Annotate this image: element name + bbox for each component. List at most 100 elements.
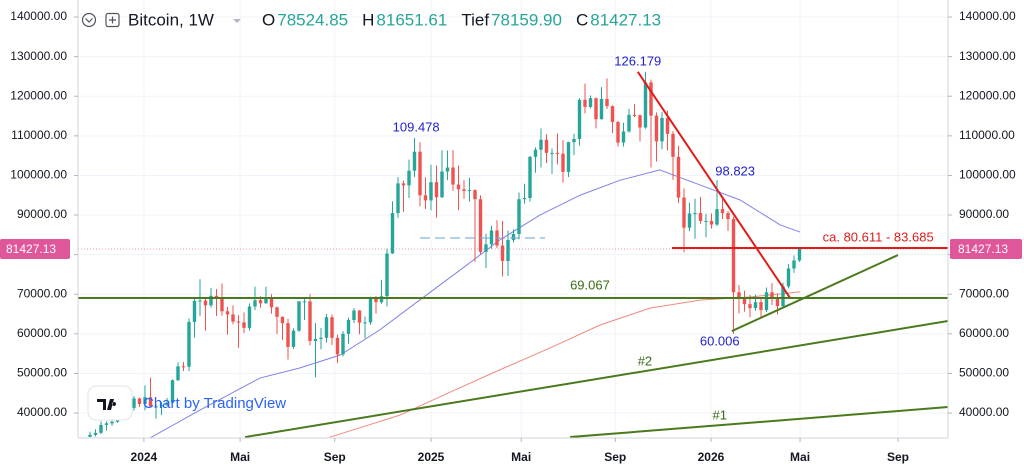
candle-body (473, 190, 477, 200)
y-tick-label: 50000.00 (17, 366, 67, 380)
candle-body (247, 306, 252, 328)
candle-body (742, 298, 747, 305)
candle-body (308, 301, 312, 341)
candle-body (187, 321, 191, 367)
candle-body (676, 156, 681, 198)
y-tick-label: 70000.00 (17, 286, 67, 300)
candle-body (291, 330, 296, 347)
candle-body (412, 151, 417, 171)
credit[interactable]: Chart by TradingView (143, 395, 286, 412)
ohlc-label: H (362, 10, 374, 29)
candle-body (616, 121, 620, 143)
symbol[interactable]: Bitcoin, 1W (128, 10, 214, 29)
annotation: 98.823 (715, 163, 755, 178)
candle-body (110, 421, 114, 424)
y-tick-label: 140000.00 (959, 9, 1016, 23)
candle-body (737, 292, 741, 299)
ohlc-label: Tief (461, 10, 489, 29)
candle-body (385, 253, 389, 297)
candle-body (154, 406, 158, 408)
collapse-icon[interactable] (81, 12, 97, 28)
candle-body (363, 322, 367, 324)
y-tick-label: 120000.00 (959, 88, 1016, 102)
candle-body (517, 199, 521, 235)
ohlc-values: O 78524.85 H 81651.61 Tief 78159.90 C 81427.13 (262, 10, 661, 29)
candle-body (555, 152, 560, 154)
candle-body (506, 239, 510, 261)
candle-body (352, 310, 356, 320)
candle-body (132, 398, 136, 408)
y-tick-label: 60000.00 (959, 326, 1009, 340)
candle-body (418, 151, 422, 196)
candle-body (165, 402, 169, 406)
candle-body (148, 397, 153, 407)
candle-body (176, 366, 180, 381)
y-tick-label: 90000.00 (17, 207, 67, 221)
candle-body (599, 99, 604, 120)
candle-body (396, 183, 400, 214)
candle-body (203, 300, 208, 306)
x-tick-label: Mai (790, 450, 810, 464)
candle-body (269, 297, 274, 308)
add-icon[interactable] (105, 12, 120, 28)
candle-body (759, 302, 763, 311)
symbol-caret[interactable] (233, 19, 241, 23)
candle-body (231, 314, 235, 322)
candle-body (104, 423, 109, 425)
y-tick-label: 40000.00 (959, 405, 1009, 419)
y-tick-label: 90000.00 (959, 207, 1009, 221)
candle-body (572, 139, 576, 143)
candle-body (192, 300, 197, 322)
x-tick-label: Mai (230, 450, 250, 464)
candle-body (588, 98, 593, 107)
candle-body (181, 366, 186, 368)
candle-body (319, 337, 323, 339)
candle-body (643, 82, 648, 128)
candle-body (638, 115, 642, 128)
last-price-label: 81427.13 (958, 242, 1008, 256)
annotation: 69.067 (570, 277, 610, 292)
legend-header: Bitcoin, 1W (81, 10, 241, 29)
candle-body (610, 106, 615, 122)
annotation: #1 (713, 407, 727, 422)
candle-body (577, 99, 582, 140)
candle-body (753, 302, 758, 309)
moving-average (329, 291, 801, 438)
y-tick-label: 120000.00 (10, 88, 67, 102)
candle-body (786, 268, 791, 287)
collapse-chevron (85, 18, 93, 23)
candle-body (709, 220, 714, 225)
candle-body (159, 405, 164, 407)
y-tick-label: 40000.00 (17, 405, 67, 419)
candle-body (429, 182, 433, 201)
candle-body (781, 286, 785, 307)
candle-body (764, 292, 769, 311)
x-tick-label: Sep (887, 450, 909, 464)
candle-body (544, 139, 549, 153)
candle-body (489, 230, 494, 245)
candle-body (390, 213, 395, 254)
ohlc-value: 81427.13 (590, 10, 661, 29)
add-plus (109, 16, 116, 24)
x-tick-label: Sep (604, 450, 626, 464)
candle-body (522, 198, 527, 200)
candle-body (566, 142, 571, 172)
candle-body (214, 295, 219, 298)
candle-body (357, 310, 362, 323)
y-tick-label: 140000.00 (10, 9, 67, 23)
candle-body (440, 171, 444, 198)
x-tick-label: 2025 (418, 450, 445, 464)
candle-body (137, 398, 142, 404)
candle-body (280, 316, 285, 324)
candle-body (660, 118, 664, 142)
annotation: ca. 80.611 - 83.685 (823, 229, 934, 244)
candle-body (236, 321, 241, 323)
y-tick-label: 100000.00 (10, 168, 67, 182)
grid-layer (78, 0, 948, 438)
candle-body (682, 197, 686, 228)
candle-body (654, 115, 659, 142)
trend-line (244, 320, 948, 438)
candle-body (170, 380, 175, 403)
annotation: 109.478 (393, 119, 440, 134)
candle-body (528, 156, 532, 199)
